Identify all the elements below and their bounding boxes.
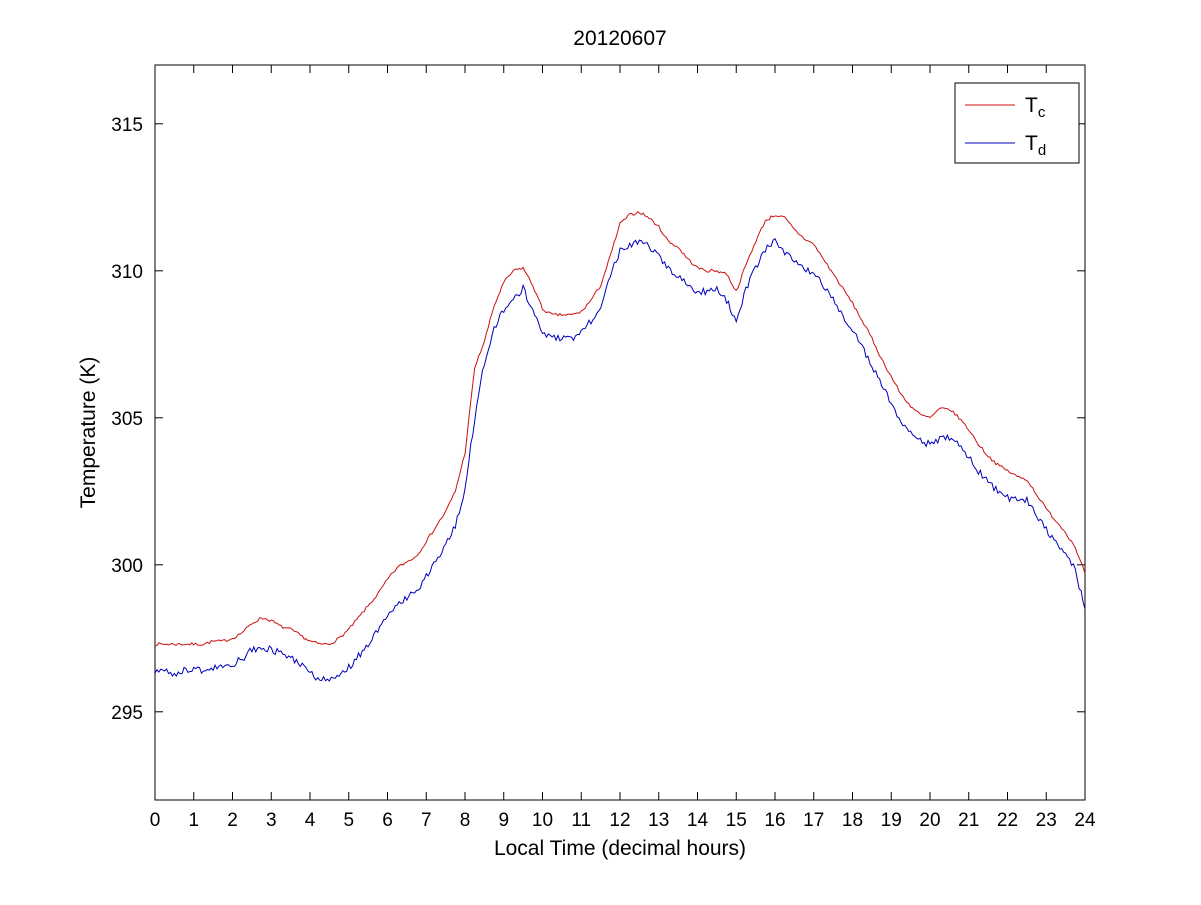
x-tick-label: 3: [266, 810, 277, 831]
x-tick-label: 13: [648, 810, 669, 831]
x-tick-label: 1: [188, 810, 199, 831]
x-tick-label: 5: [343, 810, 354, 831]
chart-title: 20120607: [573, 27, 666, 50]
x-tick-label: 18: [842, 810, 863, 831]
x-tick-label: 15: [726, 810, 747, 831]
x-tick-label: 16: [764, 810, 785, 831]
x-tick-label: 20: [919, 810, 940, 831]
x-axis-label: Local Time (decimal hours): [494, 837, 746, 860]
x-tick-label: 22: [997, 810, 1018, 831]
x-tick-label: 8: [460, 810, 471, 831]
y-tick-label: 305: [111, 409, 143, 430]
x-tick-label: 21: [958, 810, 979, 831]
y-axis-label: Temperature (K): [77, 357, 100, 509]
x-tick-label: 14: [687, 810, 709, 831]
x-tick-label: 17: [803, 810, 824, 831]
x-tick-label: 0: [150, 810, 161, 831]
x-tick-label: 11: [571, 810, 591, 831]
x-tick-label: 7: [421, 810, 432, 831]
x-tick-label: 23: [1036, 810, 1057, 831]
y-tick-label: 295: [111, 703, 143, 724]
x-tick-label: 19: [881, 810, 902, 831]
legend-label-T_c: Tc: [1025, 94, 1046, 121]
x-tick-label: 12: [609, 810, 630, 831]
series-line-T_d: [154, 237, 1086, 682]
x-tick-label: 6: [382, 810, 393, 831]
x-tick-label: 24: [1074, 810, 1096, 831]
y-tick-label: 300: [111, 556, 143, 577]
legend-label-T_d: Td: [1025, 132, 1046, 159]
plot-area: [154, 64, 1086, 801]
legend-box: [954, 82, 1080, 164]
x-tick-label: 2: [227, 810, 238, 831]
x-tick-label: 4: [305, 810, 316, 831]
series-line-T_c: [154, 211, 1086, 647]
y-tick-label: 310: [111, 262, 143, 283]
x-tick-label: 9: [498, 810, 509, 831]
y-tick-label: 315: [111, 115, 143, 136]
x-tick-label: 10: [532, 810, 553, 831]
